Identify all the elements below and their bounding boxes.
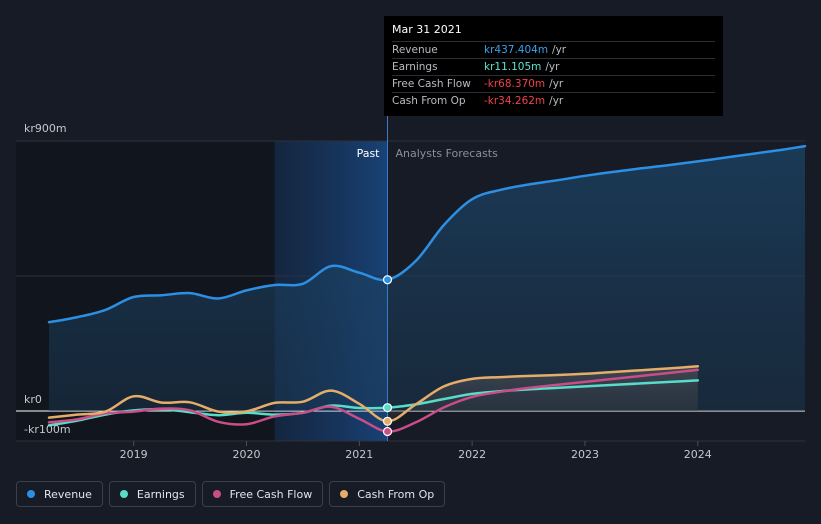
tooltip-row-label: Cash From Op [392, 95, 466, 107]
legend-item-earnings[interactable]: Earnings [108, 481, 196, 507]
tooltip-row: Free Cash Flow -kr68.370m/yr [392, 75, 715, 92]
tooltip-row-unit: /yr [552, 44, 567, 56]
hover-markers [382, 275, 393, 437]
legend-item-cash-from-op[interactable]: Cash From Op [329, 481, 446, 507]
y-axis-label-top: kr900m [24, 122, 67, 135]
tooltip-row-label: Earnings [392, 61, 438, 73]
y-axis-label-zero: kr0 [24, 393, 42, 406]
tooltip-rows: Revenue kr437.404m/yr Earnings kr11.105m/yr… [392, 41, 715, 109]
tooltip-row-value: kr11.105m [484, 61, 542, 73]
y-axis-label-bottom: -kr100m [24, 423, 71, 436]
tooltip-row-value: kr437.404m [484, 44, 549, 56]
forecast-label: Analysts Forecasts [396, 147, 499, 160]
series-lines [47, 144, 807, 433]
tooltip-row: Earnings kr11.105m/yr [392, 58, 715, 75]
tooltip-row: Revenue kr437.404m/yr [392, 41, 715, 58]
chart-legend: Revenue Earnings Free Cash Flow Cash From O… [16, 481, 446, 507]
tooltip-date: Mar 31 2021 [392, 23, 462, 36]
cash-from-op-hover-point [382, 416, 393, 426]
x-tick-label: 2019 [120, 448, 148, 461]
legend-dot-icon [212, 490, 221, 498]
revenue-line [47, 144, 807, 324]
tooltip-row-label: Free Cash Flow [392, 78, 471, 90]
legend-label: Earnings [136, 487, 185, 501]
legend-item-revenue[interactable]: Revenue [16, 481, 103, 507]
cash-from-op-forecast-area [387, 366, 698, 422]
tooltip-row-value: -kr68.370m [484, 78, 546, 90]
legend-label: Revenue [44, 487, 92, 501]
x-tick-label: 2021 [345, 448, 373, 461]
tooltip-row-label: Revenue [392, 44, 438, 56]
legend-label: Cash From Op [357, 487, 435, 501]
legend-dot-icon [340, 490, 349, 498]
x-tick-label: 2024 [684, 448, 712, 461]
tooltip-row: Cash From Op -kr34.262m/yr [392, 92, 715, 109]
free-cash-flow-line [47, 368, 700, 433]
tooltip-row-unit: /yr [549, 95, 564, 107]
hover-tooltip: Mar 31 2021 Revenue kr437.404m/yr Earnings… [384, 16, 723, 116]
earnings-hover-point [382, 403, 393, 413]
revenue-hover-point [382, 275, 393, 285]
revenue-area [49, 146, 805, 411]
free-cash-flow-hover-point [382, 426, 393, 437]
tooltip-row-value: -kr34.262m [484, 95, 546, 107]
legend-item-free-cash-flow[interactable]: Free Cash Flow [201, 481, 324, 507]
x-axis-ticks: 2019 2020 2021 2022 2023 2024 [120, 441, 712, 461]
legend-dot-icon [119, 490, 128, 498]
x-tick-label: 2023 [571, 448, 599, 461]
tooltip-row-unit: /yr [545, 61, 560, 73]
legend-label: Free Cash Flow [229, 487, 313, 501]
x-tick-label: 2022 [458, 448, 486, 461]
past-label: Past [357, 147, 381, 160]
tooltip-row-unit: /yr [549, 78, 564, 90]
legend-dot-icon [27, 490, 35, 498]
cash-from-op-line [47, 365, 700, 423]
series-areas [49, 146, 805, 422]
x-tick-label: 2020 [232, 448, 260, 461]
